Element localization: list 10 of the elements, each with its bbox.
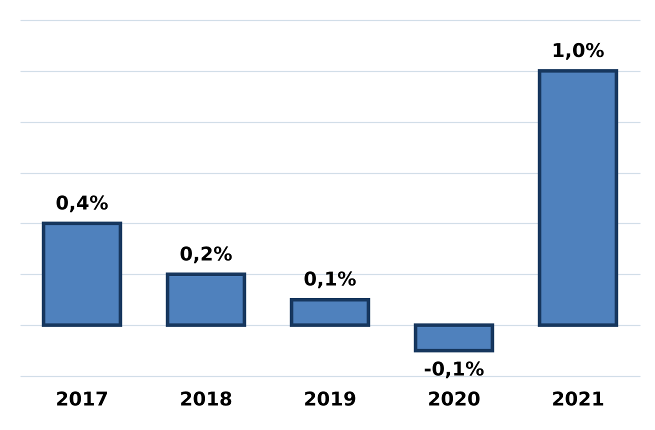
- data-label: 0,2%: [180, 243, 232, 266]
- data-label: 0,1%: [304, 268, 356, 291]
- x-tick-label: 2020: [428, 388, 480, 410]
- data-label: -0,1%: [424, 358, 484, 381]
- x-tick-label: 2018: [180, 388, 232, 410]
- x-tick-label: 2017: [56, 388, 108, 410]
- x-tick-label: 2021: [552, 388, 604, 410]
- data-label: 1,0%: [552, 40, 604, 62]
- x-tick-label: 2019: [304, 388, 356, 410]
- data-label: 0,4%: [56, 192, 108, 214]
